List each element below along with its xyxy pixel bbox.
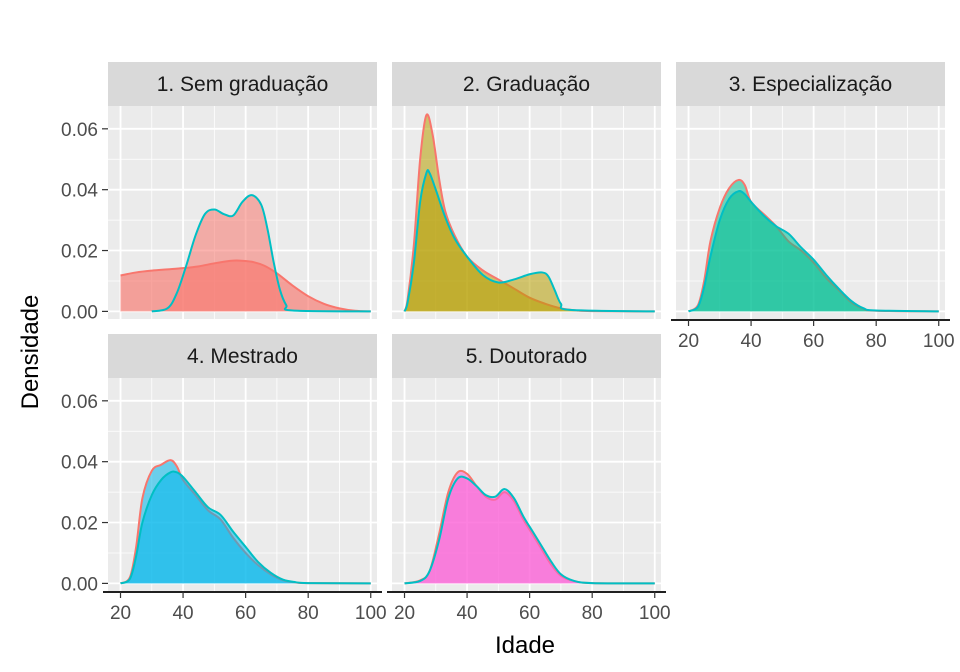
x-tick-label: 100	[923, 331, 955, 352]
panel-5: 5. Doutorado 20 40 60 80 100	[387, 334, 671, 624]
density-line-2	[688, 190, 939, 313]
x-tick-label: 100	[639, 603, 671, 624]
x-tick-label: 80	[298, 603, 319, 624]
density-area-2	[688, 191, 939, 312]
panel-strip	[676, 62, 945, 106]
panel-4: 4. Mestrado 0.00 0.02 0.04 0.06 20 40 60 80 100	[61, 334, 387, 624]
density-layer	[687, 178, 939, 313]
y-tick-label: 0.00	[61, 574, 98, 595]
density-layer	[120, 194, 371, 313]
density-line-2	[404, 475, 655, 585]
x-axis-title: Idade	[495, 632, 555, 659]
x-tick-label: 60	[803, 331, 824, 352]
y-tick-label: 0.00	[61, 302, 98, 323]
y-axis-title: Densidade	[17, 295, 44, 410]
panel-strip	[392, 334, 661, 378]
y-tick-label: 0.04	[61, 453, 98, 474]
y-tick-label: 0.02	[61, 242, 98, 263]
panel-title: 2. Graduação	[463, 73, 590, 96]
density-area-2	[404, 170, 655, 312]
x-tick-label: 40	[740, 331, 761, 352]
panel-strip	[108, 334, 377, 378]
y-tick-label: 0.06	[61, 120, 98, 141]
density-line-2	[403, 169, 655, 313]
x-tick-label: 80	[582, 603, 603, 624]
density-line-2	[120, 470, 371, 585]
density-layer	[403, 113, 655, 313]
x-tick-label: 40	[456, 603, 477, 624]
panel-title: 5. Doutorado	[466, 345, 587, 368]
y-tick-label: 0.02	[61, 514, 98, 535]
panel-title: 1. Sem graduação	[157, 73, 329, 96]
x-tick-label: 80	[866, 331, 887, 352]
x-tick-label: 20	[394, 603, 415, 624]
x-tick-label: 40	[172, 603, 193, 624]
density-line-2	[151, 194, 371, 313]
panel-3: 3. Especialização 20 40 60 80 100	[671, 62, 955, 352]
x-tick-label: 20	[678, 331, 699, 352]
density-layer	[119, 459, 371, 585]
y-tick-label: 0.06	[61, 392, 98, 413]
density-area-2	[404, 476, 655, 584]
panel-strip	[108, 62, 377, 106]
x-tick-label: 60	[235, 603, 256, 624]
density-layer	[404, 469, 655, 585]
x-tick-label: 20	[110, 603, 131, 624]
x-tick-label: 60	[519, 603, 540, 624]
panel-1: 1. Sem graduação 0.00 0.02 0.04 0.06	[61, 62, 377, 323]
panel-title: 4. Mestrado	[187, 345, 298, 368]
density-area-2	[120, 471, 371, 584]
density-area-2	[151, 195, 371, 312]
x-tick-label: 100	[355, 603, 387, 624]
panel-2: 2. Graduação	[392, 62, 661, 319]
y-tick-label: 0.04	[61, 181, 98, 202]
panel-strip	[392, 62, 661, 106]
panel-title: 3. Especialização	[729, 73, 892, 96]
